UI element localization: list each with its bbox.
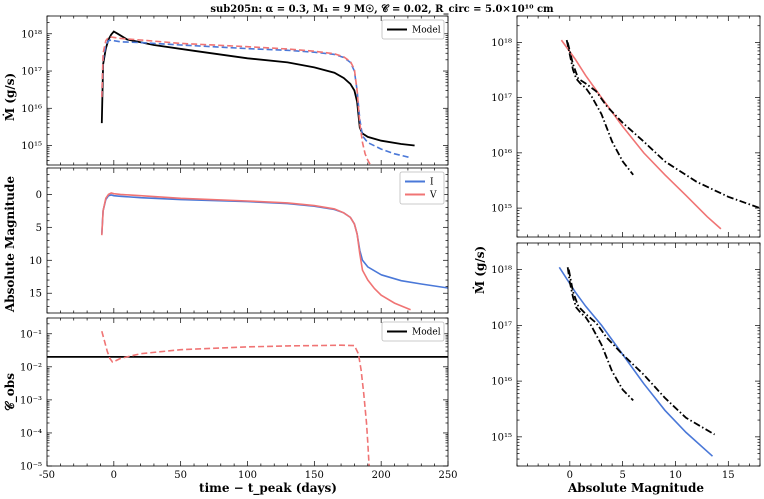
cobs-time-plot: -50 0 50 100 150 200 250 10⁻⁵ 10⁻⁴ 10⁻³ 10⁻² 10⁻¹ Mo… [20, 317, 458, 481]
series-line-i [101, 39, 411, 159]
series-line-model-decline- [567, 269, 716, 436]
y-tick-label: 10⁻⁴ [20, 428, 42, 439]
y-tick-label: 10¹⁶ [491, 148, 512, 159]
series-line-model-decline- [566, 42, 760, 209]
legend [399, 171, 445, 205]
axes-frame [46, 15, 449, 166]
time-xlabel: time − t_peak (days) [199, 481, 337, 496]
y-tick-label: 10¹⁵ [21, 141, 42, 152]
y-tick-label: 10⁻² [20, 362, 42, 373]
panel-absmag-time: 0 5 10 15 IV Absolute Magnitude [3, 167, 449, 314]
series-line-v [101, 192, 411, 311]
y-tick-label: 10¹⁷ [491, 93, 512, 104]
x-tick-label: 0 [111, 470, 117, 481]
y-tick-label: 10¹⁷ [21, 67, 42, 78]
panel-mdot-time: 10¹⁵ 10¹⁶ 10¹⁷ 10¹⁸ Model Ṁ (g/s) [2, 15, 449, 166]
series-line-model-rise- [566, 267, 634, 402]
y-tick-label: 10 [29, 256, 42, 267]
axes-frame [46, 317, 449, 467]
x-tick-label: 150 [305, 470, 324, 481]
legend [381, 19, 445, 40]
series-line-model [100, 30, 415, 147]
x-tick-label: 15 [722, 470, 735, 481]
mdot-time-ylabel: Ṁ (g/s) [2, 73, 17, 121]
y-tick-label: 10¹⁶ [491, 377, 512, 388]
mdot-time-plot: 10¹⁵ 10¹⁶ 10¹⁷ 10¹⁸ Model [21, 15, 449, 166]
figure-title: sub205n: α = 0.3, M₁ = 9 M☉, 𝒞 = 0.02, R… [210, 3, 554, 15]
x-tick-label: -50 [39, 470, 55, 481]
y-tick-label: 0 [36, 190, 42, 201]
series-line-v [560, 39, 722, 230]
series-line-v [101, 330, 370, 466]
x-tick-label: 50 [174, 470, 187, 481]
y-tick-label: 15 [29, 289, 42, 300]
y-tick-label: 10¹⁷ [491, 321, 512, 332]
mdot-mag-V-plot: 10¹⁵ 10¹⁶ 10¹⁷ 10¹⁸ [491, 15, 761, 238]
y-tick-label: 10¹⁸ [491, 265, 512, 276]
absmag-time-plot: 0 5 10 15 IV [29, 167, 449, 314]
legend-label: Model [412, 26, 441, 36]
cobs-time-ylabel: 𝒞_obs [3, 373, 18, 411]
panel-mdot-mag-I: 0 5 10 15 10¹⁵ 10¹⁶ 10¹⁷ 10¹⁸ Ṁ (g/s) Absolute … [472, 242, 761, 495]
absmag-xlabel: Absolute Magnitude [567, 481, 704, 495]
x-tick-label: 0 [567, 470, 573, 481]
absmag-time-ylabel: Absolute Magnitude [3, 176, 17, 313]
y-tick-label: 5 [36, 223, 42, 234]
x-tick-label: 200 [372, 470, 391, 481]
series-line-i [558, 266, 714, 457]
legend-label: Model [412, 328, 441, 338]
y-tick-label: 10¹⁸ [21, 29, 42, 40]
series-line-v [101, 36, 372, 165]
x-tick-label: 100 [238, 470, 257, 481]
axes-frame [516, 15, 761, 238]
y-tick-label: 10¹⁵ [491, 432, 512, 443]
y-tick-label: 10⁻⁵ [20, 462, 42, 473]
mdot-mag-ylabel: Ṁ (g/s) [472, 246, 487, 294]
axes-frame [46, 167, 449, 314]
panel-cobs-time: -50 0 50 100 150 200 250 10⁻⁵ 10⁻⁴ 10⁻³ 10⁻² 10⁻¹ Mo… [3, 317, 458, 496]
legend-label: I [430, 178, 434, 188]
y-tick-label: 10¹⁵ [491, 204, 512, 215]
series-line-i [101, 194, 448, 289]
panel-mdot-mag-V: 10¹⁵ 10¹⁶ 10¹⁷ 10¹⁸ [491, 15, 761, 238]
legend [381, 321, 445, 342]
y-tick-label: 10⁻¹ [20, 329, 42, 340]
mdot-mag-I-plot: 0 5 10 15 10¹⁵ 10¹⁶ 10¹⁷ 10¹⁸ [491, 242, 761, 481]
x-tick-label: 5 [619, 470, 625, 481]
axes-frame [516, 242, 761, 467]
y-tick-label: 10¹⁸ [491, 38, 512, 49]
y-tick-label: 10⁻³ [20, 395, 42, 406]
x-tick-label: 250 [438, 470, 457, 481]
y-tick-label: 10¹⁶ [21, 104, 42, 115]
x-tick-label: 10 [669, 470, 682, 481]
legend-label: V [429, 191, 437, 201]
